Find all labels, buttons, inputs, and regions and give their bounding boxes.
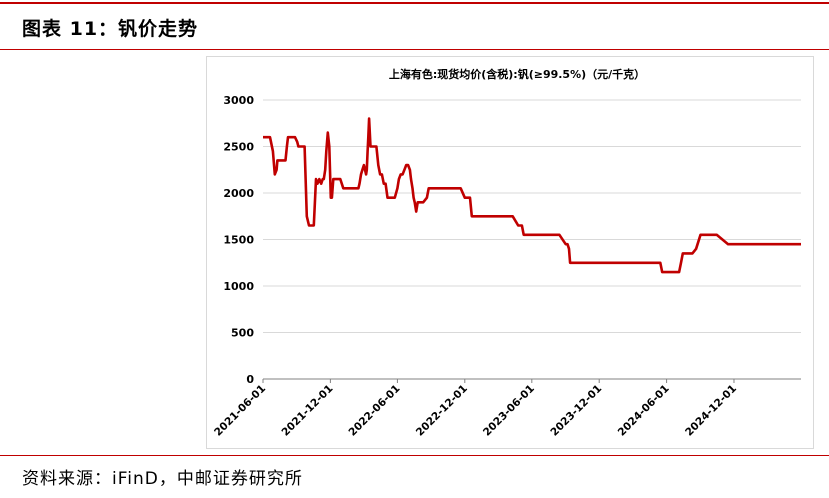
x-tick-label: 2021-06-01 <box>212 383 268 439</box>
y-tick-label: 2500 <box>223 141 254 154</box>
x-tick-label: 2024-12-01 <box>683 383 739 439</box>
x-tick-label: 2022-12-01 <box>414 383 470 439</box>
y-tick-label: 1000 <box>223 280 254 293</box>
y-tick-label: 2000 <box>223 187 254 200</box>
figure-title: 图表 11：钒价走势 <box>22 18 199 40</box>
source-note: 资料来源：iFinD，中邮证券研究所 <box>22 469 303 489</box>
series-group <box>263 117 801 274</box>
bottom-rule <box>0 455 829 456</box>
x-tick-label: 2023-06-01 <box>481 383 537 439</box>
top-rule <box>0 2 829 4</box>
title-rule <box>0 49 829 50</box>
y-tick-label: 500 <box>231 327 254 340</box>
x-tick-label: 2021-12-01 <box>280 383 336 439</box>
chart-title: 上海有色:现货均价(含税):钒(≥99.5%)（元/千克） <box>389 67 645 81</box>
price-series-line <box>263 117 801 274</box>
x-tick-label: 2022-06-01 <box>347 383 403 439</box>
x-tick-label: 2024-06-01 <box>616 383 672 439</box>
y-tick-label: 3000 <box>223 94 254 107</box>
x-tick-label: 2023-12-01 <box>548 383 604 439</box>
vanadium-price-chart: 上海有色:现货均价(含税):钒(≥99.5%)（元/千克） 0 500 1000 15… <box>212 67 801 439</box>
y-tick-label: 0 <box>246 373 254 386</box>
x-axis: 2021-06-01 2021-12-01 2022-06-01 2022-12-01… <box>212 378 801 439</box>
gridlines <box>263 99 801 333</box>
chart-frame: 上海有色:现货均价(含税):钒(≥99.5%)（元/千克） 0 500 1000 15… <box>206 56 814 449</box>
y-axis: 0 500 1000 1500 2000 2500 3000 <box>223 94 254 386</box>
y-tick-label: 1500 <box>223 234 254 247</box>
